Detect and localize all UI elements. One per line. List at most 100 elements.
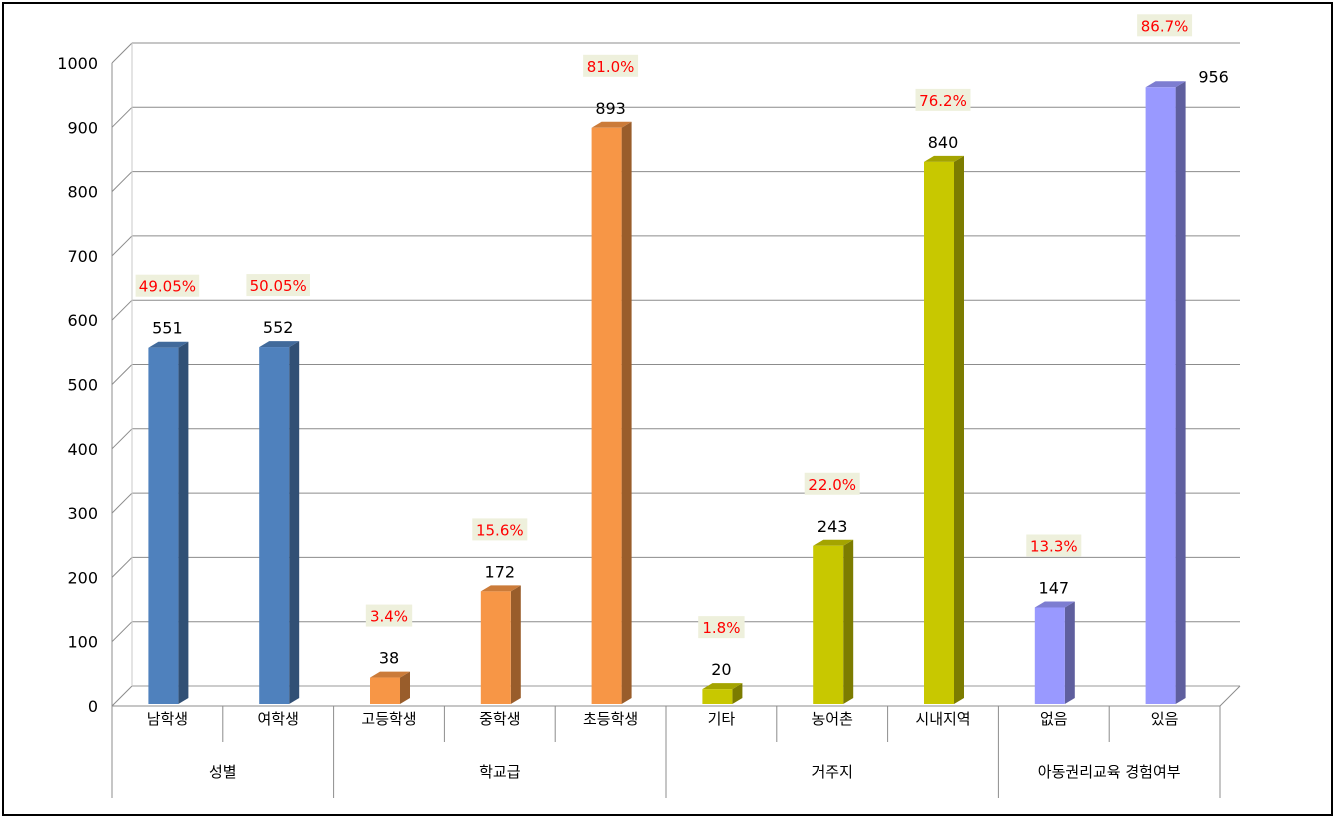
group-label: 학교급 — [479, 763, 521, 781]
y-tick-label: 200 — [67, 568, 98, 587]
bar-top — [591, 121, 632, 128]
bar-top — [1034, 601, 1075, 608]
bar-top — [702, 683, 743, 690]
bar-side — [621, 121, 632, 704]
y-tick-label: 100 — [67, 633, 98, 652]
bar-front — [702, 689, 733, 704]
percent-label-bg — [365, 604, 413, 627]
y-tick-label: 0 — [88, 697, 98, 716]
percent-label-bg — [135, 274, 200, 297]
bar — [702, 683, 743, 704]
gridline-depth — [111, 364, 133, 385]
percent-label-bg — [698, 616, 745, 639]
bar-side — [400, 671, 410, 704]
bar-front — [1145, 87, 1176, 705]
category-label: 남학생 — [147, 710, 188, 728]
percent-label-bg — [1026, 534, 1082, 557]
category-label: 시내지역 — [915, 710, 970, 728]
gridline-depth — [111, 685, 133, 707]
bar-top — [259, 341, 300, 348]
value-label: 38 — [379, 649, 399, 668]
bar — [259, 341, 300, 704]
percent-label: 15.6% — [476, 521, 524, 539]
bar-front — [370, 677, 400, 704]
bar — [480, 585, 521, 704]
bar-front — [813, 545, 844, 704]
bar-top — [924, 155, 964, 162]
bar-front — [480, 591, 511, 704]
bar — [591, 121, 632, 704]
gridline-depth — [111, 621, 133, 643]
bar-side — [178, 341, 189, 704]
gridline-depth — [111, 428, 133, 450]
percent-label: 81.0% — [587, 58, 635, 76]
bar-top — [370, 671, 410, 678]
value-label: 956 — [1198, 67, 1229, 86]
percent-label-bg — [804, 472, 860, 495]
percent-label: 3.4% — [370, 608, 408, 626]
percent-label: 1.8% — [702, 619, 740, 637]
bar-front — [1034, 607, 1065, 704]
bar-front — [591, 127, 622, 704]
group-label: 거주지 — [811, 763, 852, 781]
bar — [370, 671, 410, 704]
bar-side — [1175, 81, 1186, 705]
value-label: 551 — [152, 319, 183, 338]
percent-label: 49.05% — [139, 278, 196, 296]
percent-label-bg — [583, 54, 639, 77]
bar-chart: 0 100 200 300 400 500 600 700 800 900 1000 551 49.05… — [57, 14, 1241, 798]
y-tick-label: 400 — [67, 440, 98, 459]
percent-label-bg — [472, 518, 528, 541]
floor-edge — [1219, 685, 1241, 707]
percent-label-bg — [246, 274, 310, 297]
value-label: 147 — [1039, 578, 1070, 597]
y-tick-label: 1000 — [57, 54, 98, 73]
bar-top — [813, 539, 854, 546]
bar — [1034, 601, 1075, 704]
value-label: 20 — [711, 660, 731, 679]
percent-label-bg — [1137, 14, 1193, 37]
bar-front — [924, 161, 954, 704]
group-label: 아동권리교육 경험여부 — [1038, 763, 1181, 781]
category-label: 농어촌 — [811, 710, 852, 728]
percent-label: 50.05% — [250, 277, 307, 295]
y-tick-label: 600 — [67, 311, 98, 330]
value-label: 552 — [263, 318, 294, 337]
bar-front — [148, 347, 179, 704]
bar — [1145, 81, 1186, 705]
y-tick-label: 300 — [67, 504, 98, 523]
value-label: 243 — [817, 517, 848, 536]
gridline-depth — [111, 235, 133, 257]
gridline-depth — [111, 106, 133, 128]
percent-label: 22.0% — [808, 476, 856, 494]
category-label: 있음 — [1151, 710, 1179, 728]
gridline-depth — [111, 299, 133, 321]
y-tick-label: 500 — [67, 376, 98, 395]
category-label: 고등학생 — [361, 710, 416, 728]
percent-label: 76.2% — [919, 92, 967, 110]
gridline-depth — [111, 42, 133, 64]
bar-side — [510, 585, 521, 704]
value-label: 893 — [595, 99, 626, 118]
bar-side — [1064, 601, 1075, 704]
bar-side — [843, 539, 854, 704]
y-tick-label: 700 — [67, 247, 98, 266]
category-label: 여학생 — [257, 710, 298, 728]
category-label: 기타 — [708, 710, 736, 728]
bar-side — [289, 341, 300, 704]
percent-label: 13.3% — [1030, 537, 1078, 555]
gridline-depth — [111, 171, 133, 192]
bar — [813, 539, 854, 704]
bar — [148, 341, 189, 704]
y-tick-label: 900 — [67, 118, 98, 137]
value-label: 840 — [928, 133, 959, 152]
category-label: 없음 — [1040, 710, 1068, 728]
bar-front — [259, 347, 290, 704]
gridline-depth — [111, 492, 133, 514]
percent-label-bg — [915, 88, 971, 111]
bar — [924, 155, 964, 704]
bar-side — [732, 683, 743, 704]
gridline-depth — [111, 557, 133, 578]
bar-top — [480, 585, 521, 592]
